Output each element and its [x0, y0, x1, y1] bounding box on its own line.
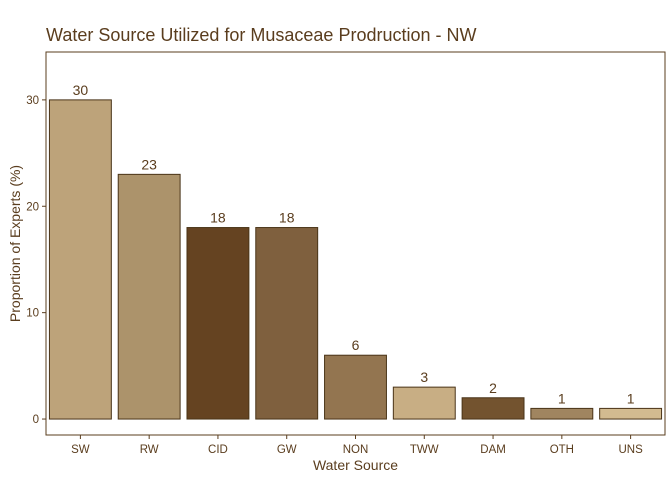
bar-labels-group: 30 23 18 18 6 3 2 1 1 [73, 82, 635, 407]
bar-uns [599, 407, 663, 420]
data-label-sw: 30 [73, 82, 89, 98]
bar-non [324, 354, 387, 420]
data-label-tww: 3 [420, 369, 428, 385]
x-tick-label-cid: CID [208, 444, 228, 456]
y-tick-label-0: 0 [33, 414, 39, 426]
x-tick-label-dam: DAM [480, 444, 506, 456]
data-label-uns: 1 [627, 390, 635, 406]
data-label-dam: 2 [489, 380, 497, 396]
y-tick-label-30: 30 [26, 95, 39, 107]
x-tick-label-oth: OTH [550, 444, 574, 456]
x-tick-label-rw: RW [140, 444, 159, 456]
bars-group [48, 99, 663, 420]
bar-tww [392, 386, 456, 420]
data-label-rw: 23 [141, 156, 157, 172]
y-axis-ticks: 0 10 20 30 [26, 95, 46, 426]
bar-gw [255, 227, 319, 420]
x-axis-ticks: SW RW CID GW NON TWW DAM OTH UNS [71, 435, 643, 456]
data-label-oth: 1 [558, 390, 566, 406]
data-label-cid: 18 [210, 210, 226, 226]
bar-sw [48, 99, 112, 420]
plot-area: 30 23 18 18 6 3 2 1 1 0 10 20 30 SW RW CID GW NON TWW DAM… [26, 51, 666, 456]
x-tick-label-tww: TWW [410, 444, 439, 456]
bar-rw [117, 173, 181, 420]
y-axis-title: Proportion of Experts (%) [7, 165, 23, 322]
bar-oth [530, 407, 594, 420]
y-tick-label-10: 10 [26, 308, 39, 320]
bar-dam [461, 397, 525, 420]
x-tick-label-uns: UNS [618, 444, 643, 456]
x-axis-title: Water Source [313, 457, 398, 473]
x-tick-label-gw: GW [277, 444, 297, 456]
bar-cid [186, 227, 250, 420]
y-tick-label-20: 20 [26, 201, 39, 213]
data-label-non: 6 [352, 337, 360, 353]
data-label-gw: 18 [279, 210, 295, 226]
x-tick-label-non: NON [343, 444, 369, 456]
x-tick-label-sw: SW [71, 444, 90, 456]
chart-title: Water Source Utilized for Musaceae Prodr… [46, 25, 476, 45]
